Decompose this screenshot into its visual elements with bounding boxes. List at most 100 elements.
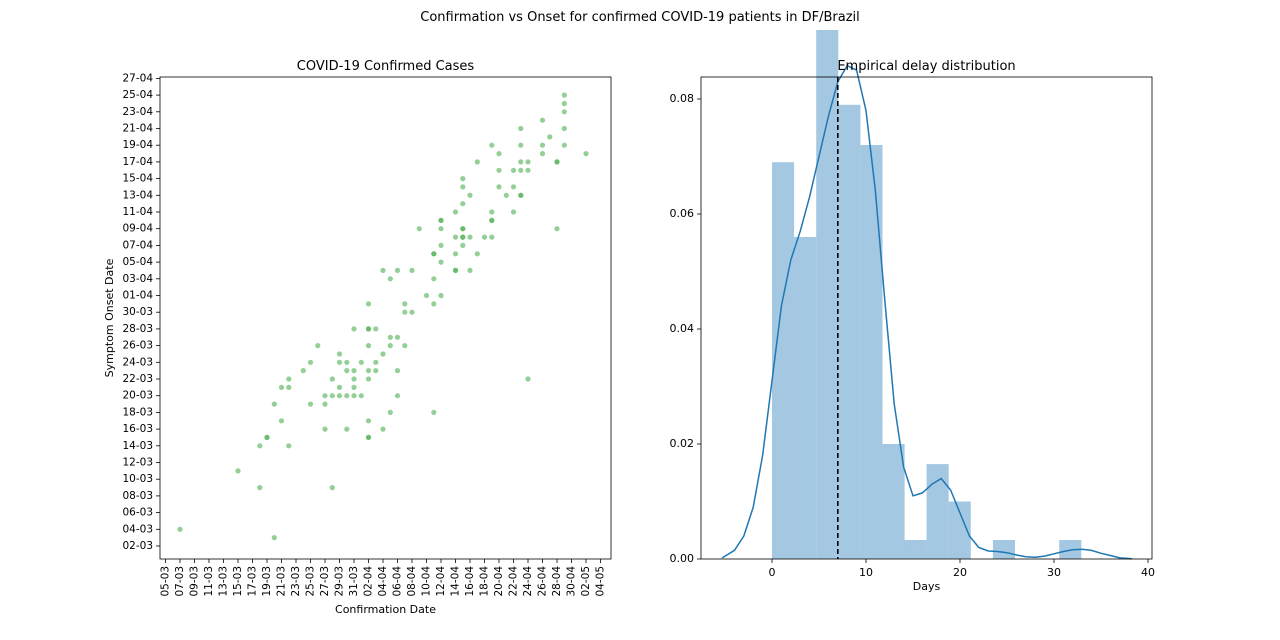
scatter-point xyxy=(460,201,466,207)
scatter-point xyxy=(503,192,509,198)
x-tick-label: 02-04 xyxy=(363,566,375,597)
x-tick-label: 24-04 xyxy=(522,566,534,597)
histogram-bar xyxy=(838,104,861,560)
scatter-point xyxy=(300,368,306,374)
scatter-point xyxy=(264,434,270,440)
scatter-point xyxy=(394,334,401,340)
scatter-point xyxy=(315,343,321,349)
histogram-axes-frame xyxy=(700,76,1153,560)
scatter-point xyxy=(561,100,567,107)
scatter-point xyxy=(467,192,473,198)
scatter-point xyxy=(344,359,350,365)
scatter-point xyxy=(329,393,335,399)
y-tick-label: 0.06 xyxy=(670,207,695,220)
x-tick-label: 06-04 xyxy=(392,566,404,597)
scatter-point xyxy=(365,376,372,382)
scatter-point xyxy=(438,259,444,265)
x-tick-label: 22-04 xyxy=(508,566,520,597)
x-tick-label: 23-03 xyxy=(290,566,302,597)
scatter-point xyxy=(518,167,524,173)
x-tick-label: 13-03 xyxy=(218,566,230,597)
scatter-point xyxy=(322,401,328,407)
scatter-point xyxy=(286,384,292,390)
scatter-point xyxy=(438,226,444,232)
scatter-point xyxy=(365,301,372,307)
y-tick-label: 0.02 xyxy=(670,437,695,450)
scatter-x-label: Confirmation Date xyxy=(335,603,436,616)
scatter-point xyxy=(373,359,379,365)
y-tick-label: 07-04 xyxy=(122,239,153,251)
scatter-point xyxy=(278,418,285,424)
scatter-point xyxy=(460,176,466,182)
scatter-point xyxy=(394,368,401,374)
scatter-point xyxy=(467,267,473,273)
scatter-point xyxy=(322,393,328,399)
scatter-points xyxy=(177,92,589,541)
scatter-point xyxy=(365,434,372,440)
x-tick-label: 28-04 xyxy=(551,566,563,597)
scatter-point xyxy=(452,234,459,240)
scatter-axes-frame xyxy=(159,76,612,560)
histogram-bar xyxy=(794,237,817,559)
x-tick-label: 14-04 xyxy=(450,566,462,597)
histogram-bar xyxy=(904,540,927,559)
x-tick-label: 12-04 xyxy=(435,566,447,597)
y-tick-label: 28-03 xyxy=(122,323,153,335)
scatter-point xyxy=(467,234,473,240)
x-tick-label: 20 xyxy=(953,566,967,579)
scatter-y-label: Symptom Onset Date xyxy=(103,258,116,377)
scatter-point xyxy=(496,151,502,157)
scatter-point xyxy=(402,343,408,349)
scatter-point xyxy=(394,267,401,273)
y-tick-label: 12-03 xyxy=(122,457,153,469)
scatter-point xyxy=(271,401,277,407)
y-tick-label: 26-03 xyxy=(122,340,153,352)
y-tick-label: 13-04 xyxy=(122,189,153,201)
x-tick-label: 04-05 xyxy=(595,566,607,597)
x-tick-label: 29-03 xyxy=(334,566,346,597)
scatter-point xyxy=(358,359,364,365)
scatter-point xyxy=(351,368,357,374)
x-tick-label: 18-04 xyxy=(479,566,491,597)
y-tick-label: 22-03 xyxy=(122,373,153,385)
histogram-x-label: Days xyxy=(913,580,941,593)
y-tick-label: 09-04 xyxy=(122,223,153,235)
scatter-point xyxy=(257,485,263,491)
scatter-point xyxy=(452,267,459,273)
y-tick-label: 23-04 xyxy=(122,106,153,118)
scatter-point xyxy=(489,142,495,148)
scatter-point xyxy=(402,301,408,307)
scatter-point xyxy=(489,209,495,215)
y-tick-label: 04-03 xyxy=(122,523,153,535)
histogram-bar xyxy=(992,540,1015,559)
scatter-point xyxy=(365,343,372,349)
scatter-point xyxy=(344,393,350,399)
scatter-point xyxy=(380,267,386,273)
y-tick-label: 18-03 xyxy=(122,406,153,418)
histogram-bar xyxy=(926,464,949,559)
x-tick-label: 15-03 xyxy=(232,566,244,597)
figure-title: Confirmation vs Onset for confirmed COVI… xyxy=(420,10,860,25)
histogram-bar xyxy=(816,30,839,559)
scatter-point xyxy=(438,217,444,223)
y-tick-label: 24-03 xyxy=(122,356,153,368)
y-tick-label: 20-03 xyxy=(122,390,153,402)
y-tick-label: 19-04 xyxy=(122,139,153,151)
scatter-point xyxy=(431,251,437,257)
y-tick-label: 05-04 xyxy=(122,256,153,268)
scatter-point xyxy=(481,234,488,240)
x-tick-label: 20-04 xyxy=(493,566,505,597)
scatter-point xyxy=(452,251,459,257)
scatter-point xyxy=(460,242,466,248)
scatter-point xyxy=(307,401,314,407)
x-tick-label: 27-03 xyxy=(319,566,331,597)
scatter-title: COVID-19 Confirmed Cases xyxy=(297,59,475,74)
x-tick-label: 02-05 xyxy=(580,566,592,597)
scatter-point xyxy=(344,426,350,432)
scatter-point xyxy=(489,217,495,223)
scatter-point xyxy=(329,485,335,491)
scatter-point xyxy=(351,384,357,390)
x-tick-label: 19-03 xyxy=(261,566,273,597)
scatter-point xyxy=(271,535,277,541)
scatter-point xyxy=(525,167,531,173)
